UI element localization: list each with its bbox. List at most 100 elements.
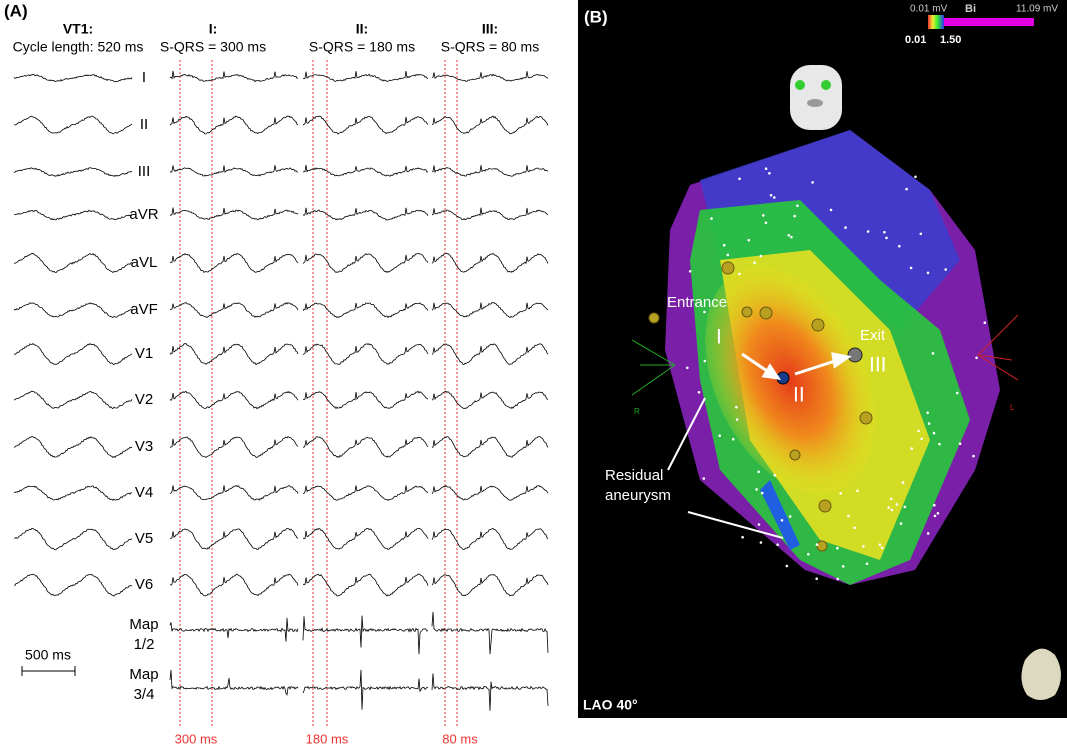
map-point — [753, 261, 756, 265]
axis-label: L — [1010, 403, 1015, 412]
map-point — [726, 253, 730, 257]
map-point — [862, 545, 865, 548]
map-trace — [302, 615, 429, 655]
column-title: III: — [482, 21, 498, 37]
ecg-trace — [13, 167, 133, 177]
map-point — [807, 552, 810, 556]
ecg-trace — [13, 390, 133, 410]
map-point — [889, 497, 893, 501]
column-subtitle: S-QRS = 300 ms — [160, 39, 266, 55]
map-point — [883, 230, 886, 234]
column-subtitle: S-QRS = 80 ms — [441, 39, 539, 55]
ecg-trace — [169, 115, 299, 135]
ecg-trace — [302, 436, 429, 458]
map-point — [759, 541, 763, 544]
map-point — [933, 503, 936, 507]
face-eye — [821, 80, 831, 90]
lead-label: aVR — [129, 206, 158, 223]
map-point — [898, 244, 901, 248]
axis-label: R — [634, 407, 640, 416]
column-subtitle: S-QRS = 180 ms — [309, 39, 415, 55]
ecg-trace — [13, 342, 133, 366]
panel-b: (B) 0.01 mV Bi 11.09 mV 0.01 1.50 — [578, 0, 1067, 718]
panel-label: (A) — [4, 1, 28, 20]
map-point — [790, 235, 793, 239]
ecg-trace — [431, 302, 549, 319]
map-point — [735, 418, 739, 421]
map-point — [853, 526, 856, 530]
map-point — [887, 506, 890, 509]
lead-label: V1 — [135, 345, 153, 362]
map-point — [836, 577, 840, 581]
map-point — [796, 204, 799, 208]
map-point — [880, 546, 884, 550]
ecg-trace — [170, 527, 299, 550]
map-point — [773, 474, 777, 477]
ecg-trace — [13, 73, 133, 83]
map-point — [936, 512, 940, 515]
interval-label: 180 ms — [306, 731, 349, 746]
annotation: Residual — [605, 467, 663, 484]
map-point — [755, 488, 758, 491]
ecg-trace — [169, 302, 299, 318]
ecg-trace — [431, 207, 549, 221]
column-title: VT1: — [63, 21, 93, 37]
map-point — [738, 177, 741, 181]
lead-label: aVF — [130, 301, 158, 318]
annotation: Exit — [860, 327, 886, 344]
ecg-trace — [431, 165, 549, 177]
colorbar — [930, 18, 1034, 26]
map-point — [909, 266, 913, 270]
map-point — [955, 391, 959, 395]
ecg-trace — [302, 302, 429, 319]
map-point — [847, 514, 850, 518]
ecg-trace — [431, 71, 549, 82]
ecg-trace — [431, 574, 549, 597]
ecg-trace — [302, 485, 429, 501]
axis-r — [631, 339, 676, 396]
map-surface — [760, 480, 800, 550]
lead-label: V6 — [135, 576, 153, 593]
map-point — [703, 359, 707, 363]
ecg-trace — [302, 70, 429, 83]
lead-label: V3 — [135, 438, 153, 455]
map-point — [688, 270, 692, 273]
lead-label: V2 — [135, 391, 153, 408]
column-subtitle: Cycle length: 520 ms — [13, 39, 144, 55]
lead-label: II — [140, 116, 148, 133]
map-point — [865, 562, 869, 566]
ecg-trace — [13, 573, 133, 597]
ecg-trace — [13, 252, 133, 274]
map-point — [735, 405, 738, 409]
map-point — [757, 470, 760, 474]
heart-icon — [1021, 648, 1061, 700]
annotation: III — [869, 354, 887, 377]
map-point — [703, 310, 706, 314]
ecg-trace — [169, 165, 299, 177]
colorbar-max: 11.09 mV — [1016, 4, 1058, 15]
ecg-trace — [169, 390, 299, 410]
map-point — [958, 442, 962, 446]
map-point — [836, 546, 839, 550]
orientation-face — [790, 65, 842, 130]
map-label: 1/2 — [134, 636, 155, 653]
ecg-trace — [169, 436, 299, 459]
map-point — [710, 217, 713, 220]
map-point — [972, 454, 975, 458]
map-point — [931, 352, 935, 355]
map-point — [785, 564, 789, 568]
ecg-trace — [302, 343, 429, 365]
colorbar-high: 1.50 — [940, 34, 961, 46]
map-point — [983, 321, 987, 325]
ecg-trace — [169, 573, 299, 597]
ecg-trace — [13, 485, 133, 502]
map-point — [901, 481, 905, 484]
ecg-trace — [13, 435, 133, 459]
map-trace — [169, 617, 299, 642]
colorbar-scale — [928, 15, 944, 29]
map-point — [769, 194, 773, 197]
map-point — [764, 221, 768, 225]
map-point — [776, 543, 779, 546]
ecg-trace — [431, 436, 549, 458]
